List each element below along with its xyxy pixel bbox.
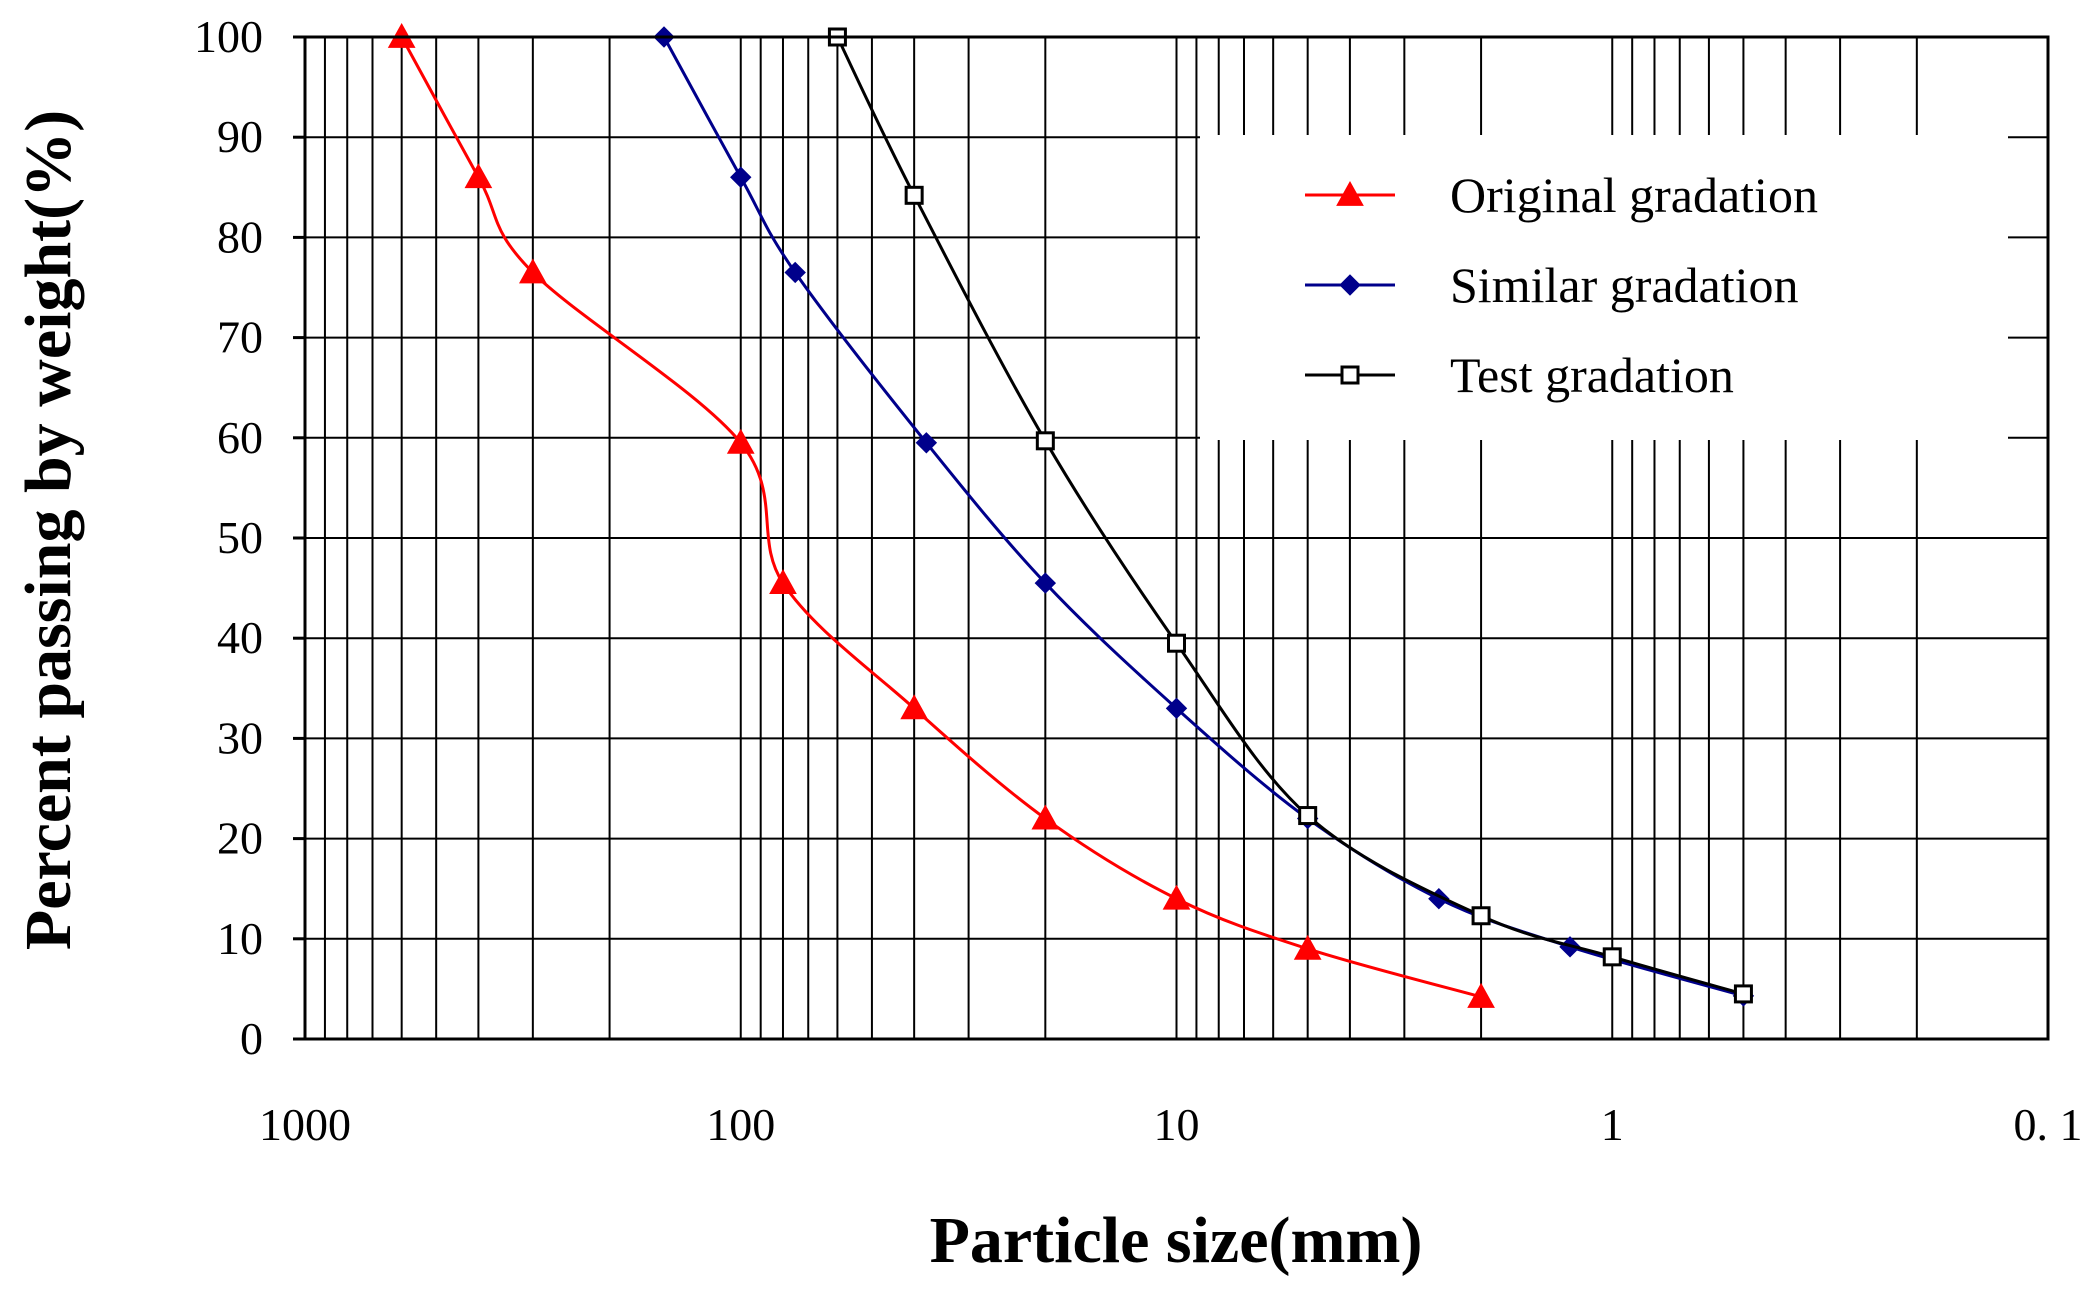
x-tick-label: 100 (706, 1099, 775, 1150)
y-tick-label: 40 (217, 612, 263, 663)
series-test-gradation-square-marker (1733, 984, 1753, 1004)
series-original-gradation-triangle-marker (1467, 982, 1495, 1008)
series-test-gradation (827, 27, 1753, 1004)
y-tick-label: 30 (217, 712, 263, 763)
series-original-gradation-triangle-marker (726, 428, 755, 454)
series-test-gradation-square-marker (1298, 806, 1318, 826)
x-axis-ticks: 1000 100 10 1 0. 1 (259, 1099, 2083, 1150)
y-tick-label: 60 (217, 412, 263, 463)
x-tick-label: 0. 1 (2014, 1099, 2083, 1150)
y-tick-label: 0 (240, 1013, 263, 1064)
legend-test-gradation-square-marker (1340, 365, 1360, 385)
y-tick-label: 100 (194, 11, 263, 62)
series-test-gradation-square-marker (1471, 906, 1491, 926)
series-similar-gradation-diamond-marker (1165, 697, 1188, 720)
series-original-gradation-triangle-marker (464, 163, 493, 189)
series-test-gradation-square-marker (904, 185, 924, 205)
y-axis-title: Percent passing by weight(%) (12, 110, 85, 950)
series-original-gradation-line (400, 36, 1482, 999)
series-similar-gradation-diamond-marker (730, 166, 752, 188)
series-similar-gradation-diamond-marker (784, 261, 806, 284)
y-tick-label: 50 (217, 512, 263, 563)
series-original-gradation-triangle-marker (900, 694, 929, 720)
series-test-gradation-square-marker (1167, 633, 1186, 653)
legend-original-gradation-triangle-marker (1336, 180, 1364, 206)
y-tick-label: 20 (217, 813, 263, 864)
legend: Original gradation Similar gradation Test … (1305, 167, 1818, 403)
series-layer (387, 22, 1755, 1008)
y-axis-ticks: 0 10 20 30 40 50 60 70 80 90 100 (194, 11, 305, 1064)
series-original-gradation (387, 22, 1495, 1008)
series-original-gradation-triangle-marker (769, 569, 797, 594)
series-test-gradation-line (836, 36, 1744, 996)
y-tick-label: 70 (217, 312, 263, 363)
series-similar-gradation-diamond-marker (915, 432, 938, 454)
series-original-gradation-triangle-marker (1031, 804, 1060, 830)
y-tick-label: 90 (217, 111, 263, 162)
series-original-gradation-triangle-marker (1162, 884, 1191, 910)
x-axis-title: Particle size(mm) (930, 1204, 1423, 1277)
series-original-gradation-triangle-marker (1293, 934, 1322, 960)
legend-box (1200, 135, 2008, 440)
legend-similar-gradation-label: Similar gradation (1450, 257, 1799, 313)
series-test-gradation-square-marker (1602, 947, 1622, 967)
series-original-gradation-triangle-marker (518, 258, 547, 284)
legend-similar-gradation-diamond-marker (1339, 274, 1361, 296)
legend-test-gradation-label: Test gradation (1450, 347, 1734, 403)
y-tick-label: 80 (217, 211, 263, 262)
series-similar-gradation-diamond-marker (1034, 572, 1057, 594)
x-tick-label: 1 (1601, 1099, 1624, 1150)
legend-original-gradation-label: Original gradation (1450, 167, 1818, 223)
series-test-gradation-square-marker (1035, 431, 1055, 451)
y-tick-label: 10 (217, 913, 263, 964)
x-tick-label: 10 (1154, 1099, 1200, 1150)
x-tick-label: 1000 (259, 1099, 351, 1150)
